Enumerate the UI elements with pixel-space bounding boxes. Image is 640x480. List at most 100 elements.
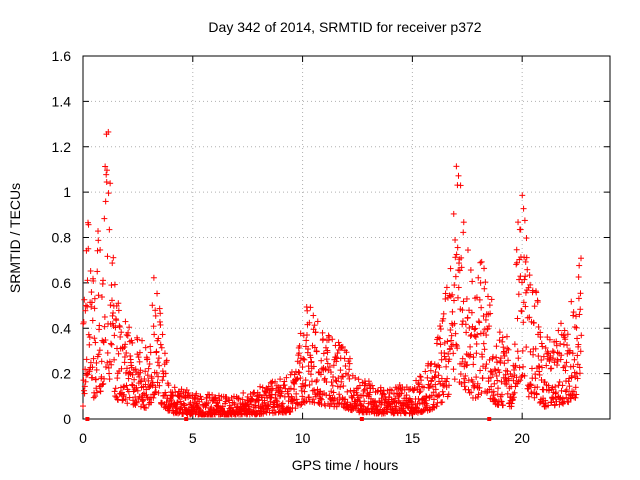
data-point xyxy=(313,377,320,384)
data-point xyxy=(88,299,95,306)
data-point xyxy=(434,393,441,400)
data-point xyxy=(310,312,317,319)
data-point xyxy=(306,319,313,326)
data-point xyxy=(212,394,219,401)
data-point xyxy=(84,277,91,284)
data-point xyxy=(483,361,490,368)
data-point xyxy=(430,401,437,408)
data-point xyxy=(80,319,87,326)
data-point xyxy=(540,353,547,360)
data-point xyxy=(89,364,96,371)
data-point xyxy=(526,381,533,388)
data-point xyxy=(209,391,216,398)
data-point xyxy=(475,391,482,398)
data-point xyxy=(447,345,454,352)
data-point xyxy=(134,387,141,394)
data-point xyxy=(487,310,494,317)
data-point xyxy=(331,395,338,402)
data-point xyxy=(439,381,446,388)
data-point xyxy=(142,405,149,412)
data-point xyxy=(279,400,286,407)
data-point xyxy=(550,355,557,362)
data-point xyxy=(561,363,568,370)
data-point xyxy=(565,378,572,385)
data-point xyxy=(521,372,528,379)
data-point xyxy=(125,329,132,336)
data-point xyxy=(551,359,558,366)
data-point xyxy=(463,329,470,336)
grid-lines xyxy=(83,56,610,419)
data-point xyxy=(307,371,314,378)
data-point xyxy=(470,361,477,368)
data-point xyxy=(93,385,100,392)
data-point xyxy=(339,343,346,350)
data-point xyxy=(491,366,498,373)
data-point xyxy=(121,354,128,361)
x-tick-label: 10 xyxy=(295,430,311,446)
data-point xyxy=(543,362,550,369)
data-point xyxy=(491,397,498,404)
data-point xyxy=(493,354,500,361)
data-point xyxy=(531,303,538,310)
data-point xyxy=(532,345,539,352)
data-point xyxy=(496,369,503,376)
data-point xyxy=(104,253,111,260)
data-point xyxy=(572,384,579,391)
data-point xyxy=(88,303,95,310)
data-point xyxy=(285,390,292,397)
data-point xyxy=(418,377,425,384)
data-point xyxy=(103,167,110,174)
data-point xyxy=(87,267,94,274)
data-point xyxy=(303,337,310,344)
y-tick-label: 1 xyxy=(63,184,71,200)
data-point xyxy=(162,389,169,396)
data-point xyxy=(138,377,145,384)
data-point xyxy=(106,358,113,365)
data-point xyxy=(308,358,315,365)
data-point xyxy=(444,338,451,345)
data-point xyxy=(108,361,115,368)
data-point xyxy=(137,378,144,385)
data-point xyxy=(440,382,447,389)
data-point xyxy=(86,334,93,341)
data-point xyxy=(504,345,511,352)
data-point xyxy=(534,299,541,306)
data-point xyxy=(464,247,471,254)
data-point xyxy=(482,316,489,323)
data-point xyxy=(556,396,563,403)
data-point xyxy=(291,386,298,393)
data-point xyxy=(554,349,561,356)
data-point xyxy=(126,324,133,331)
data-point xyxy=(459,355,466,362)
data-point xyxy=(558,387,565,394)
data-point xyxy=(554,358,561,365)
data-point xyxy=(443,363,450,370)
data-point xyxy=(135,354,142,361)
data-point xyxy=(546,336,553,343)
data-point xyxy=(514,315,521,322)
data-point xyxy=(154,290,161,297)
data-point xyxy=(293,390,300,397)
data-point xyxy=(576,311,583,318)
data-point xyxy=(335,339,342,346)
data-point xyxy=(469,378,476,385)
data-point xyxy=(472,325,479,332)
data-point xyxy=(144,356,151,363)
data-point xyxy=(120,384,127,391)
data-point xyxy=(524,266,531,273)
data-point xyxy=(563,359,570,366)
data-point xyxy=(447,293,454,300)
data-point xyxy=(492,396,499,403)
data-point xyxy=(411,384,418,391)
data-point xyxy=(319,329,326,336)
data-point xyxy=(360,387,367,394)
data-point xyxy=(431,373,438,380)
x-tick-label: 0 xyxy=(79,430,87,446)
data-point xyxy=(112,393,119,400)
data-point xyxy=(82,366,89,373)
data-point xyxy=(458,380,465,387)
data-point xyxy=(548,365,555,372)
data-point xyxy=(576,262,583,269)
data-point xyxy=(96,322,103,329)
data-point xyxy=(570,309,577,316)
